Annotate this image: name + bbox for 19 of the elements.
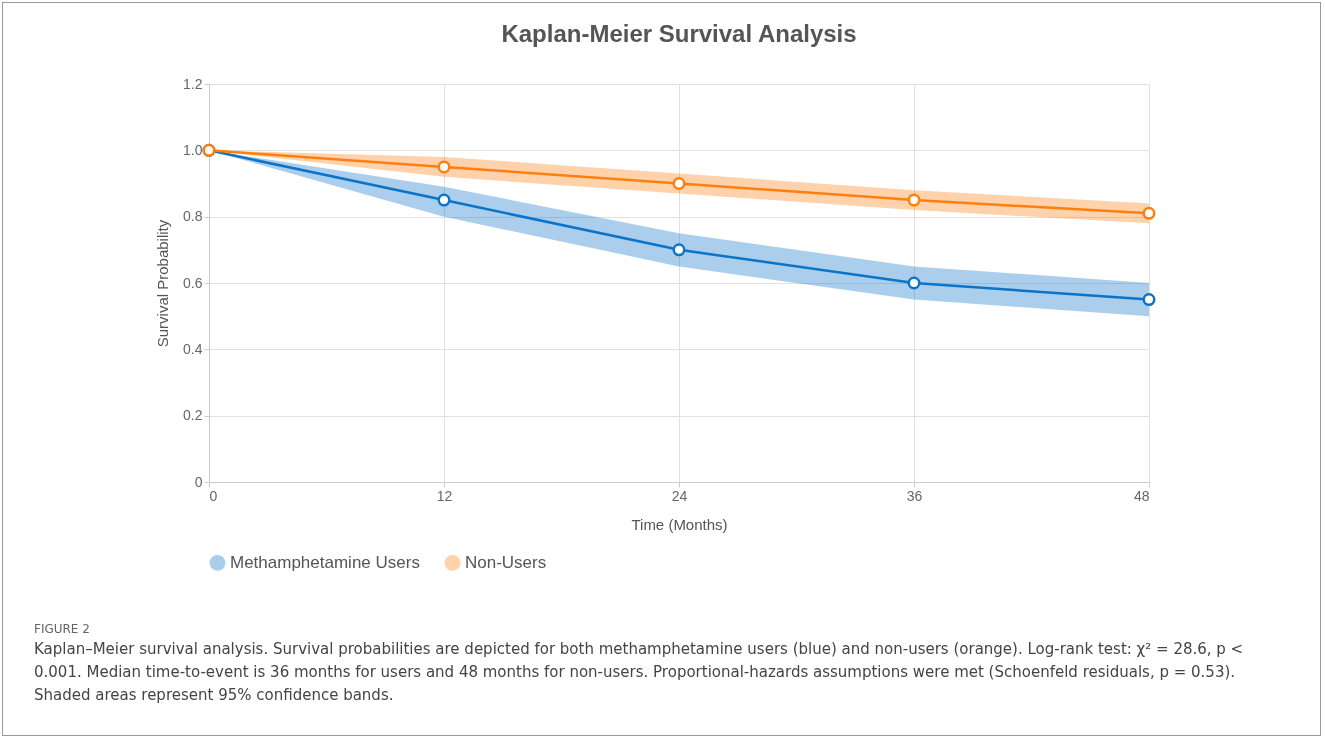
x-tick-label: 24: [671, 487, 688, 504]
y-tick-label: 0.8: [183, 208, 203, 225]
x-axis-title: Time (Months): [631, 515, 728, 533]
y-tick-label: 0: [194, 473, 203, 490]
legend-label: Methamphetamine Users: [230, 552, 420, 572]
y-tick-label: 0.4: [183, 340, 203, 357]
y-tick-label: 1.2: [183, 75, 203, 92]
y-tick-label: 0.6: [183, 274, 203, 291]
text: Kaplan–Meier survival analysis. Survival probabilities are depicted for both methamphetamine users (blue) and non-users (orange). Log-rank test: χ² = 28.6, p < 0.001. Median time-to-event is 36 months for users and 48 months for non-users. Proportional-hazards assumptions were met (Schoenfeld residuals, p = 0.53). Shaded areas represent 95% confidence bands.: [34, 639, 1245, 706]
y-tick-label: 1.0: [183, 141, 203, 158]
y-axis-title: Survival Probability: [154, 219, 172, 348]
legend-label: Non-Users: [465, 552, 547, 572]
x-tick-label: 0: [209, 487, 218, 504]
chart-title: Kaplan-Meier Survival Analysis: [501, 20, 857, 47]
x-tick-label: 48: [1133, 487, 1150, 504]
y-tick-label: 0.2: [183, 407, 203, 424]
caption: FIGURE 2: [34, 621, 91, 638]
x-tick-label: 36: [906, 487, 923, 504]
x-tick-label: 12: [436, 487, 453, 504]
